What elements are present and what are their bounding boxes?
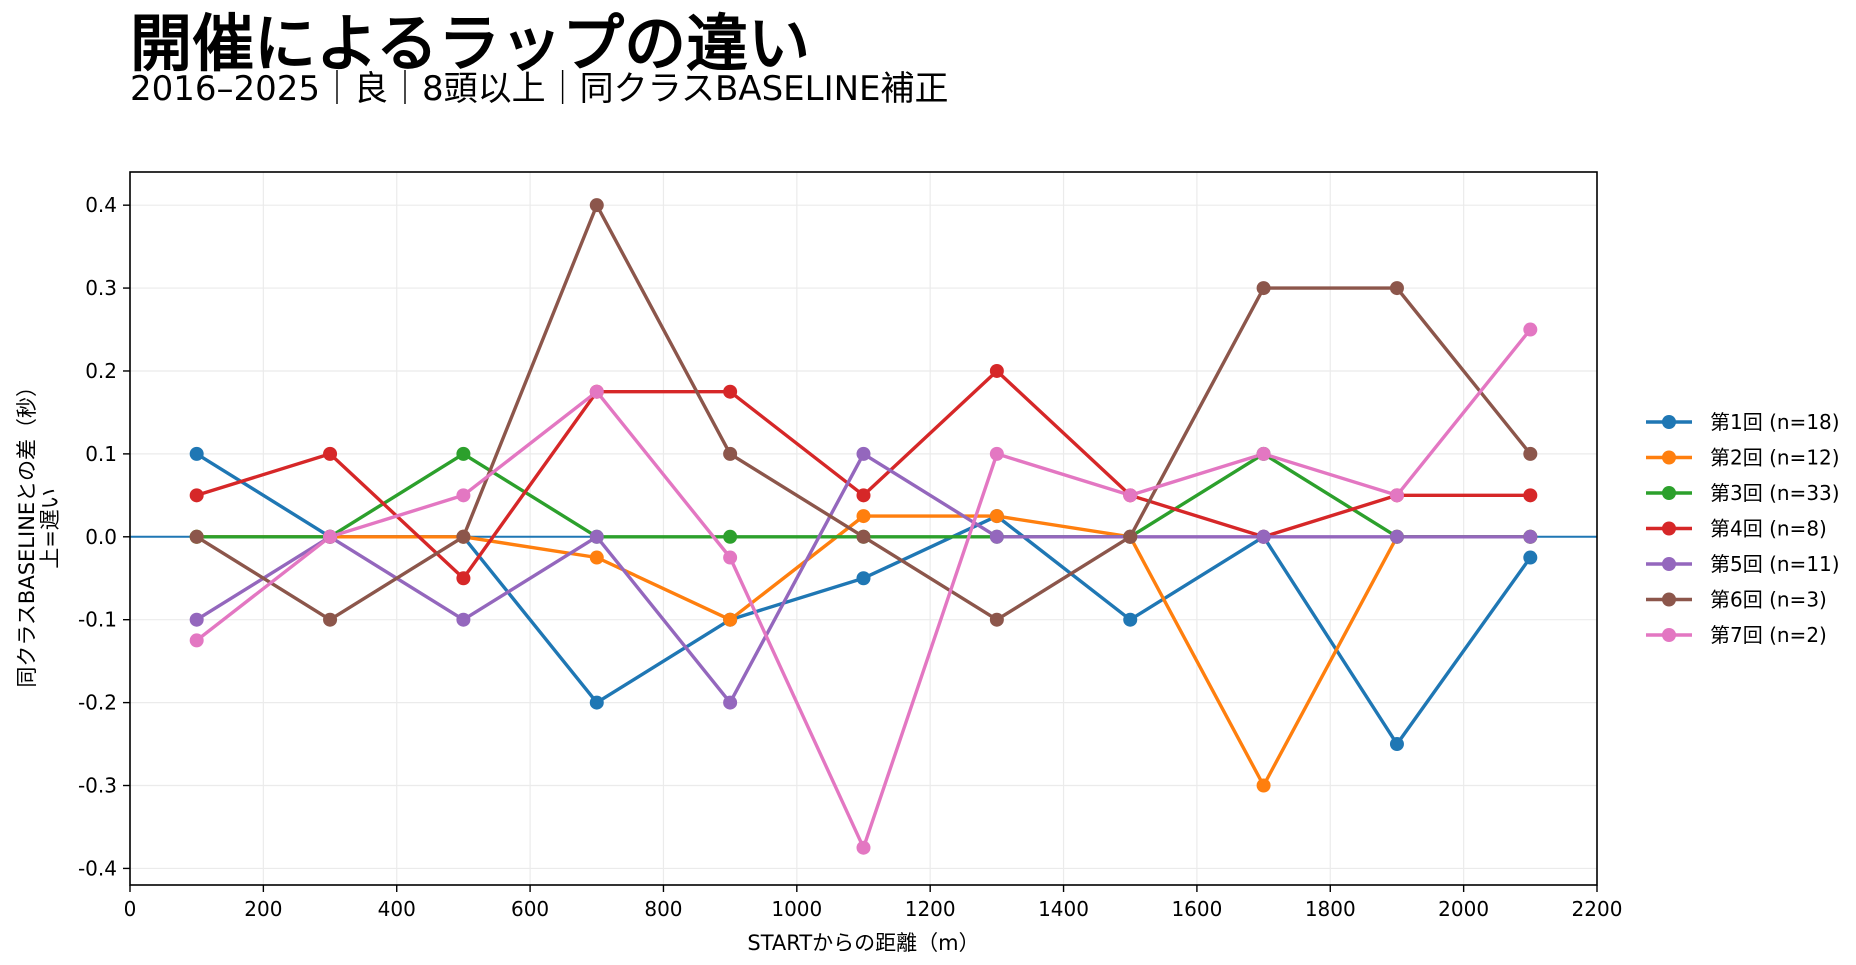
- legend-swatch-marker: [1662, 557, 1676, 571]
- x-tick-label: 200: [244, 897, 282, 921]
- legend-label: 第2回 (n=12): [1710, 446, 1840, 470]
- series-7-point: [323, 529, 338, 544]
- series-5-point: [189, 612, 204, 627]
- plot-frame: [129, 171, 1598, 886]
- series-1-point: [1123, 612, 1138, 627]
- x-tick-label: 600: [511, 897, 549, 921]
- series-6-point: [189, 529, 204, 544]
- series-1-point: [856, 571, 871, 586]
- x-tick-label: 1800: [1305, 897, 1356, 921]
- x-axis-label: STARTからの距離（m）: [747, 931, 979, 955]
- series-2-point: [1256, 778, 1271, 793]
- y-axis-label: 同クラスBASELINEとの差（秒） 上=遅い: [15, 369, 62, 687]
- series-1-point: [1523, 550, 1538, 565]
- series-7-point: [989, 446, 1004, 461]
- series-3-point: [456, 446, 471, 461]
- y-tick-label: 0.3: [85, 276, 117, 300]
- series-7-point: [189, 633, 204, 648]
- series-2-point: [856, 509, 871, 524]
- series-4-point: [989, 363, 1004, 378]
- series-4-point: [456, 571, 471, 586]
- legend-label: 第7回 (n=2): [1710, 623, 1827, 647]
- series-6-point: [1123, 529, 1138, 544]
- legend-swatch-marker: [1662, 486, 1676, 500]
- series-4-point: [323, 446, 338, 461]
- series-4-point: [189, 488, 204, 503]
- series-2-point: [989, 509, 1004, 524]
- series-1-point: [1389, 737, 1404, 752]
- series-1-point: [589, 695, 604, 710]
- series-5-point: [1523, 529, 1538, 544]
- series-7-point: [1256, 446, 1271, 461]
- series-6-point: [456, 529, 471, 544]
- series-6-point: [1389, 281, 1404, 296]
- series-3-point: [723, 529, 738, 544]
- series-5-point: [456, 612, 471, 627]
- series-4-point: [1523, 488, 1538, 503]
- series-2-point: [589, 550, 604, 565]
- series-4-point: [856, 488, 871, 503]
- series-7-point: [723, 550, 738, 565]
- series-5-point: [856, 446, 871, 461]
- legend-label: 第5回 (n=11): [1710, 552, 1840, 576]
- series-6-point: [989, 612, 1004, 627]
- y-axis: 0.4 0.3 0.2 0.1 0.0 -0.1 -0.2 -0.3 -0.4: [78, 193, 130, 880]
- y-tick-label: 0.4: [85, 193, 117, 217]
- series-2-point: [723, 612, 738, 627]
- y-tick-label: -0.2: [78, 691, 117, 715]
- legend-label: 第6回 (n=3): [1710, 588, 1827, 612]
- x-tick-label: 2000: [1438, 897, 1489, 921]
- chart-title: 開催によるラップの違い: [130, 7, 811, 80]
- series-6-point: [589, 198, 604, 213]
- series-7-point: [456, 488, 471, 503]
- series-5-point: [1256, 529, 1271, 544]
- x-tick-label: 800: [644, 897, 682, 921]
- series-6-point: [1256, 281, 1271, 296]
- series-6-point: [323, 612, 338, 627]
- y-tick-label: -0.4: [78, 856, 117, 880]
- x-tick-label: 1400: [1038, 897, 1089, 921]
- series-5-point: [989, 529, 1004, 544]
- y-axis-label-line2: 上=遅い: [38, 488, 62, 569]
- series-4-point: [723, 384, 738, 399]
- series-5-point: [589, 529, 604, 544]
- series-6-point: [1523, 446, 1538, 461]
- legend-swatch-marker: [1662, 628, 1676, 642]
- legend-swatch-marker: [1662, 450, 1676, 465]
- legend-swatch-marker: [1662, 415, 1676, 429]
- series-7-point: [1389, 488, 1404, 503]
- legend-label: 第3回 (n=33): [1710, 481, 1840, 505]
- x-tick-label: 1000: [771, 897, 822, 921]
- series-6-point: [723, 446, 738, 461]
- x-axis: 0 200 400 600 800 1000 1200 1400 1600 1800 2000 220…: [124, 885, 1623, 921]
- legend: 第1回 (n=18) 第2回 (n=12) 第3回 (n=33) 第4回 (n=8) 第…: [1646, 410, 1840, 647]
- y-tick-label: 0.1: [85, 442, 117, 466]
- y-tick-label: 0.2: [85, 359, 117, 383]
- y-tick-label: 0.0: [85, 525, 117, 549]
- x-tick-label: 400: [378, 897, 416, 921]
- legend-label: 第4回 (n=8): [1710, 517, 1827, 541]
- series-points: [189, 198, 1538, 855]
- grid-lines: [129, 172, 1598, 885]
- series-1-point: [189, 446, 204, 461]
- series-7-point: [856, 840, 871, 855]
- legend-swatch-marker: [1662, 521, 1676, 536]
- y-tick-label: -0.3: [78, 774, 117, 798]
- x-tick-label: 1200: [905, 897, 956, 921]
- series-7-point: [1523, 322, 1538, 337]
- chart-subtitle: 2016–2025｜良｜8頭以上｜同クラスBASELINE補正: [130, 69, 949, 109]
- x-tick-label: 2200: [1572, 897, 1623, 921]
- y-axis-label-line1: 同クラスBASELINEとの差（秒）: [15, 376, 39, 688]
- y-tick-label: -0.1: [78, 608, 117, 632]
- series-7-point: [1123, 488, 1138, 503]
- x-tick-label: 1600: [1171, 897, 1222, 921]
- series-5-point: [1389, 529, 1404, 544]
- legend-label: 第1回 (n=18): [1710, 410, 1840, 434]
- x-tick-label: 0: [124, 897, 137, 921]
- legend-swatch-marker: [1662, 592, 1676, 607]
- series-5-point: [723, 695, 738, 710]
- series-6-point: [856, 529, 871, 544]
- series-7-point: [589, 384, 604, 399]
